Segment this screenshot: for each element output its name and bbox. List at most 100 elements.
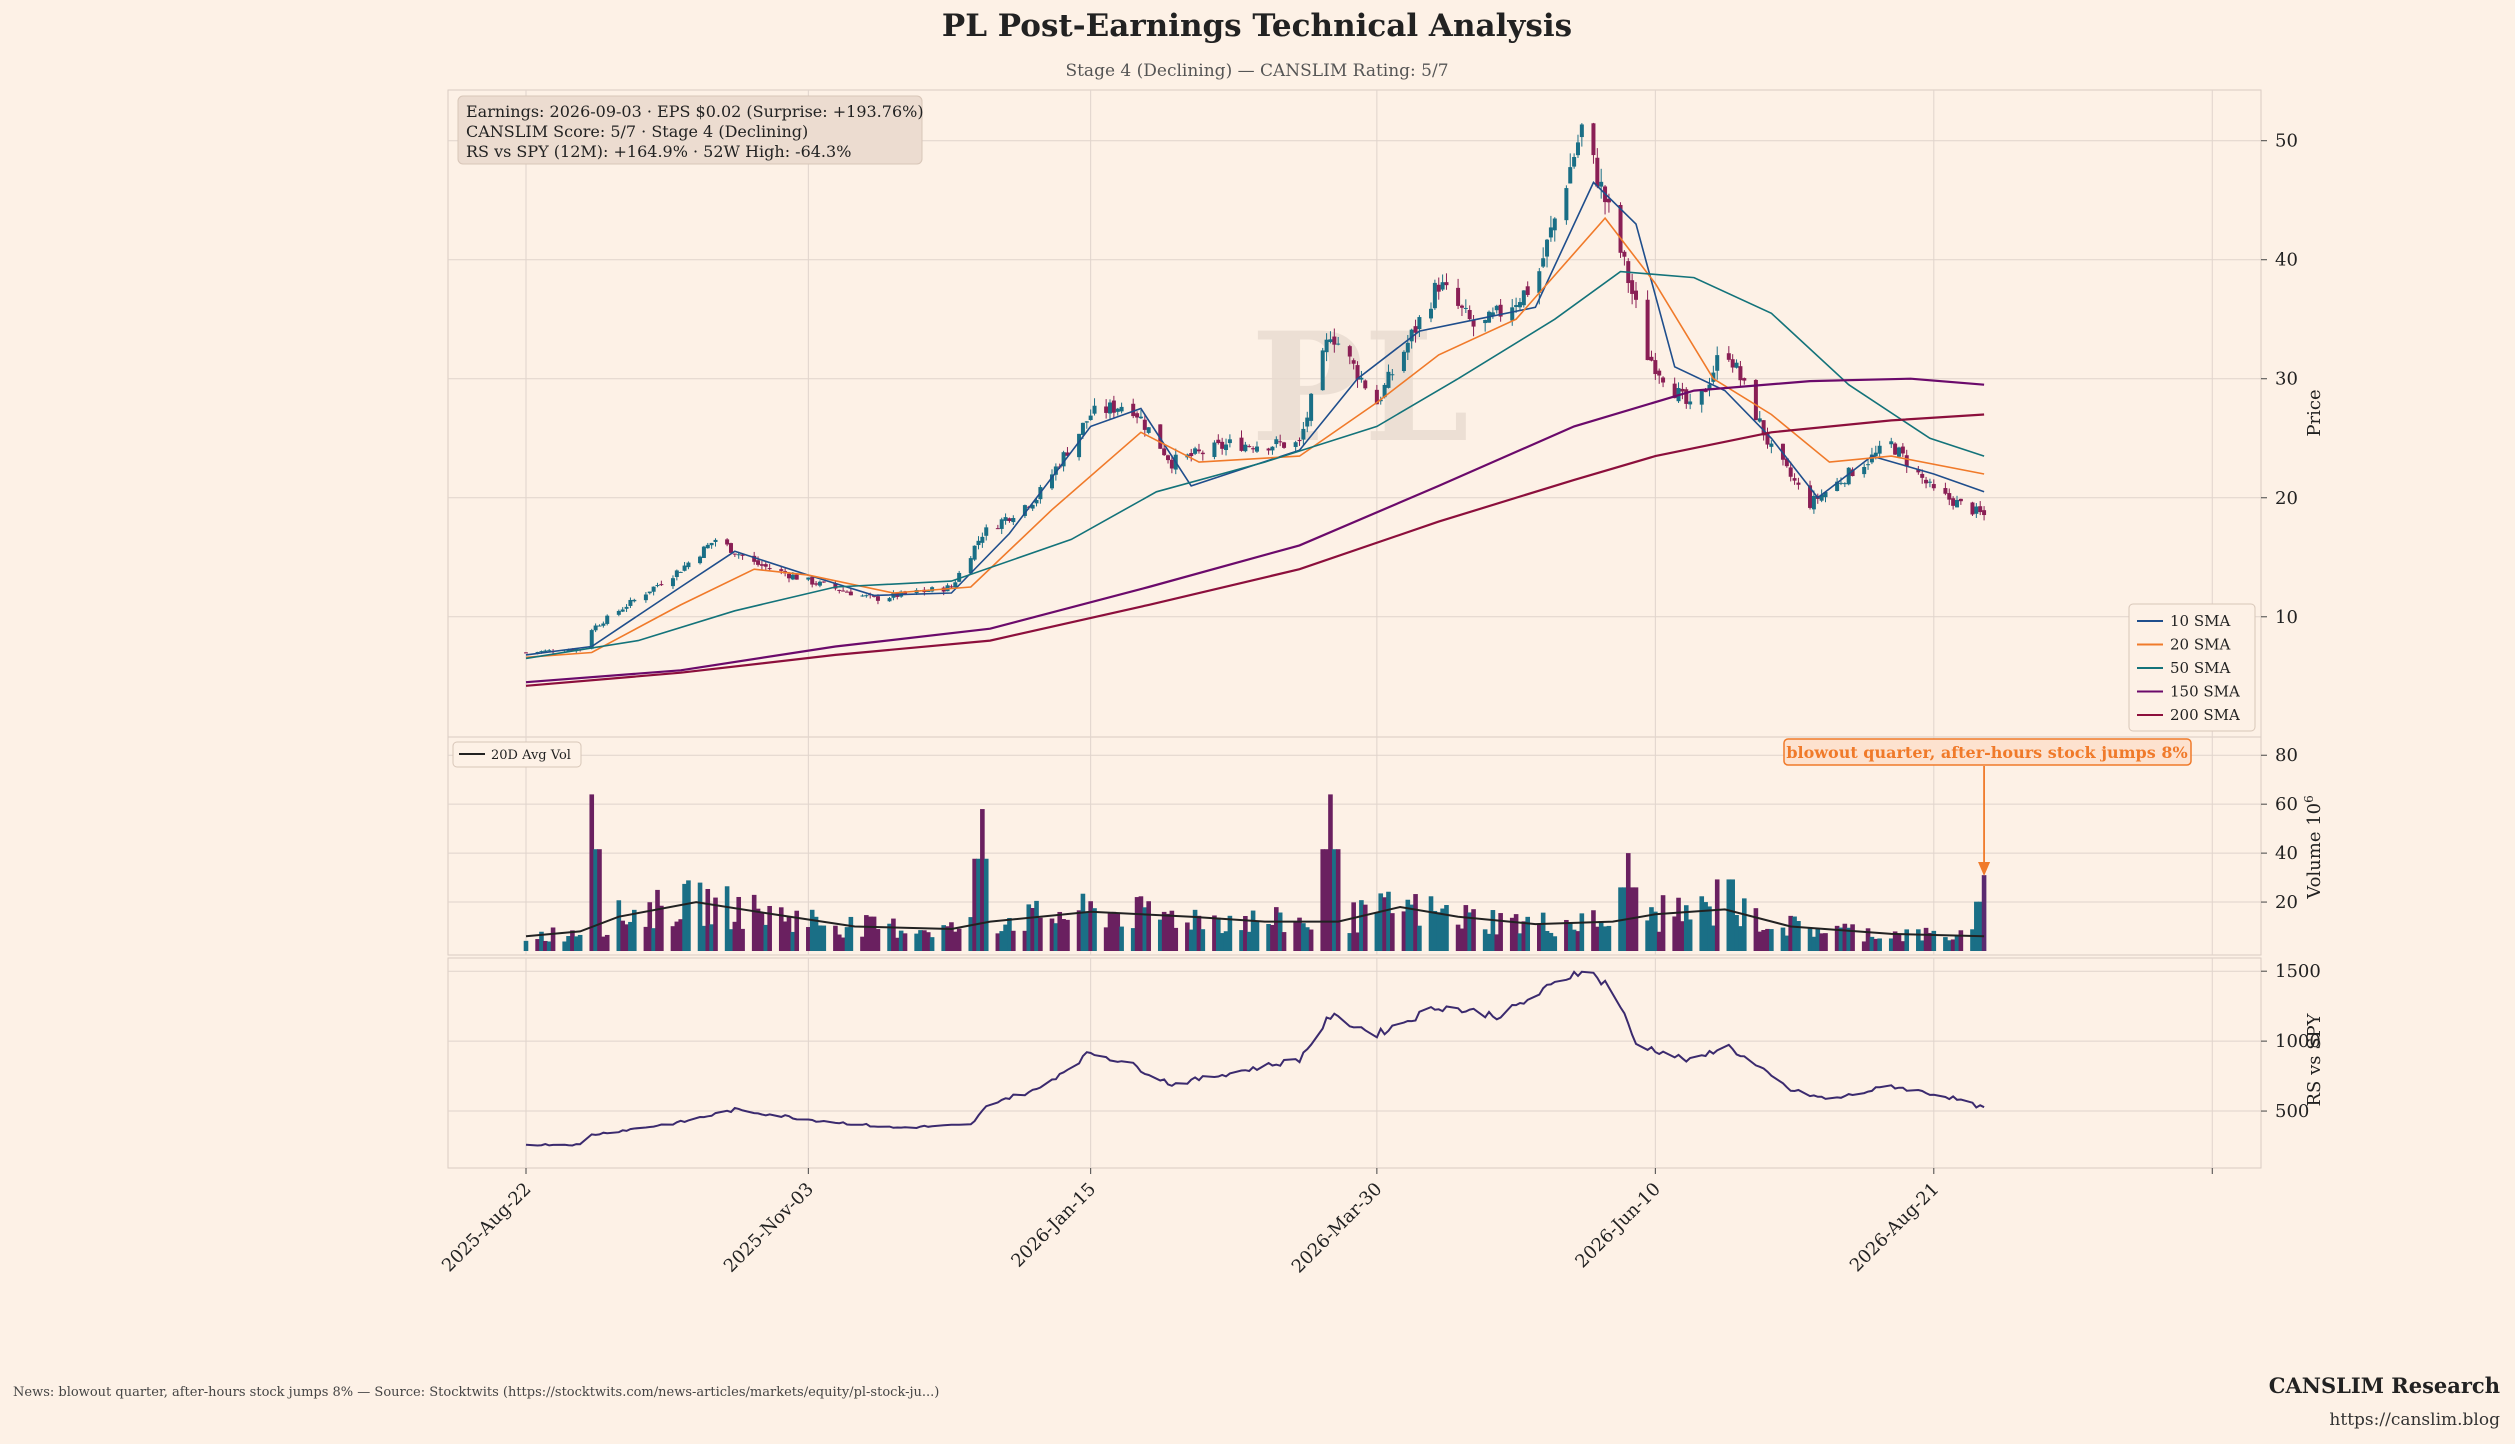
volume-bar <box>1297 917 1302 951</box>
candle-body <box>1324 339 1329 353</box>
volume-axis-label-group: Volume 106 <box>2302 795 2325 900</box>
volume-bar <box>523 940 529 951</box>
volume-bar <box>1792 916 1797 951</box>
candle-body <box>1649 356 1654 361</box>
volume-bar <box>1850 924 1855 951</box>
volume-bar <box>894 937 900 951</box>
volume-axis-exponent: 6 <box>2302 795 2316 803</box>
candle-body <box>1835 481 1840 491</box>
volume-bar <box>1537 924 1542 951</box>
candle-body <box>1707 384 1712 391</box>
volume-bar <box>875 929 881 951</box>
candle-body <box>1220 441 1225 449</box>
candle-body <box>655 585 660 587</box>
volume-bar <box>902 933 908 951</box>
volume-bar <box>1896 934 1902 951</box>
volume-bar <box>836 934 842 951</box>
candle-body <box>984 527 989 536</box>
volume-bar <box>980 809 985 951</box>
candle-body <box>759 564 764 566</box>
volume-bar <box>1482 929 1488 951</box>
candle-body <box>1792 478 1797 481</box>
volume-bar <box>1738 926 1743 951</box>
volume-bar <box>1250 910 1256 951</box>
volume-bar <box>1653 911 1658 951</box>
volume-bar <box>1656 931 1662 951</box>
candle-body <box>1401 351 1406 372</box>
volume-bar <box>1293 921 1298 951</box>
candle-body <box>968 558 973 573</box>
volume-bar <box>983 858 989 951</box>
volume-bar <box>1954 935 1960 951</box>
candle-body <box>1780 443 1785 460</box>
volume-bar <box>1567 923 1573 951</box>
candle-body <box>957 572 962 582</box>
candle-body <box>1471 319 1476 327</box>
rs-tick-label: 1000 <box>2275 1031 2321 1052</box>
volume-bar <box>593 849 598 951</box>
candle-body <box>1684 389 1689 404</box>
candle-body <box>1873 452 1878 457</box>
volume-bar <box>1432 910 1438 951</box>
volume-bar <box>1618 887 1623 951</box>
candle-body <box>1053 466 1058 475</box>
volume-tick-label: 80 <box>2275 745 2298 766</box>
candle-body <box>779 569 784 571</box>
candle-body <box>1838 482 1843 484</box>
volume-bar <box>1676 897 1681 951</box>
volume-bar <box>864 915 869 951</box>
candle-body <box>1734 362 1739 368</box>
candle-body <box>1796 482 1801 485</box>
volume-bar <box>1974 901 1979 951</box>
candle-body <box>1490 312 1495 316</box>
volume-bar <box>1923 927 1929 951</box>
volume-bar <box>701 925 707 951</box>
volume-bar <box>1552 936 1558 951</box>
info-box: Earnings: 2026-09-03 · EPS $0.02 (Surpri… <box>457 95 924 165</box>
volume-bar <box>1281 932 1287 951</box>
candle-body <box>678 571 683 573</box>
candle-body <box>980 536 985 543</box>
volume-bar <box>1362 904 1368 951</box>
volume-bar <box>1904 929 1910 951</box>
volume-bar <box>1092 908 1097 951</box>
volume-bar <box>1525 916 1531 951</box>
candle-body <box>1119 406 1124 412</box>
volume-tick-label: 20 <box>2275 892 2298 913</box>
price-tick-label: 10 <box>2275 607 2298 628</box>
volume-bar <box>1649 907 1654 951</box>
volume-bar <box>1842 923 1848 951</box>
candle-body <box>616 610 621 615</box>
candle-body <box>1088 415 1093 421</box>
candle-body <box>1108 402 1113 414</box>
volume-bar <box>573 936 579 951</box>
volume-bar <box>1351 902 1356 951</box>
candle-body <box>1440 282 1445 290</box>
candle-body <box>1328 339 1333 343</box>
candle-body <box>1200 452 1205 455</box>
volume-bar <box>1571 929 1577 951</box>
volume-bar <box>1219 933 1225 951</box>
candle-body <box>1672 383 1677 399</box>
sma-line-50 <box>525 270 1985 660</box>
volume-bar <box>1977 901 1983 951</box>
volume-bar <box>740 928 745 951</box>
candle-body <box>756 560 761 565</box>
candle-body <box>1564 188 1569 221</box>
volume-bar <box>976 858 981 951</box>
candle-body <box>1131 403 1136 417</box>
candle-body <box>1022 505 1027 516</box>
volume-bar <box>709 924 714 951</box>
volume-bar <box>616 900 622 951</box>
candle-body <box>833 583 838 589</box>
volume-bar <box>1335 849 1341 951</box>
volume-bar <box>806 927 811 951</box>
volume-bar <box>1034 900 1039 951</box>
volume-legend-box <box>452 741 582 768</box>
volume-bar <box>732 921 738 951</box>
volume-bar <box>1946 940 1952 951</box>
volume-bar <box>535 939 540 951</box>
annotation-box <box>1783 738 2192 766</box>
volume-bar <box>1486 933 1492 951</box>
volume-bar <box>1517 933 1523 951</box>
